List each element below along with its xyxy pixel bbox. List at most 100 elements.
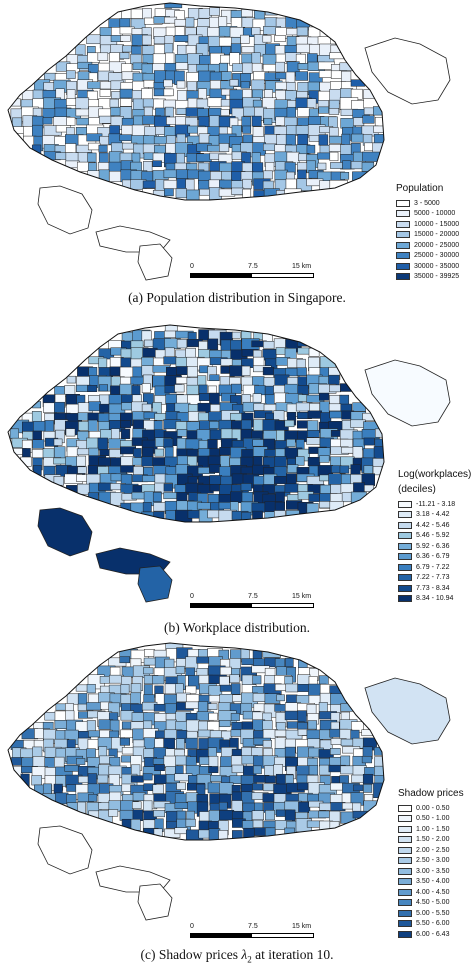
map-zone — [362, 115, 375, 124]
map-zone — [131, 45, 142, 55]
map-zone — [273, 385, 286, 394]
map-zone — [164, 325, 178, 332]
map-zone — [209, 484, 221, 492]
legend-rows: -11.21 - 3.18 3.18 - 4.42 4.42 - 5.46 5.46 … — [398, 499, 471, 604]
map-zone — [77, 466, 87, 474]
map-zone — [251, 62, 263, 73]
map-zone — [174, 384, 185, 393]
map-zone — [231, 331, 241, 339]
map-zone — [295, 811, 308, 820]
legend-swatch — [398, 563, 412, 571]
legend-swatch — [398, 857, 412, 865]
map-zone — [174, 26, 185, 37]
legend-label: 1.00 - 1.50 — [416, 825, 450, 833]
map-zone — [285, 134, 296, 146]
map-zone — [152, 675, 165, 685]
offshore-island — [364, 677, 451, 745]
map-zone — [219, 809, 235, 821]
map-zone — [176, 339, 188, 349]
map-zone — [175, 169, 189, 180]
map-zone — [309, 403, 320, 412]
map-zone — [374, 756, 384, 767]
map-zone — [209, 374, 220, 382]
map-zone — [262, 35, 272, 43]
map-zone — [143, 667, 154, 675]
map-zone — [231, 764, 244, 774]
map-zone — [185, 17, 195, 28]
map-zone — [361, 729, 378, 737]
legend-swatch — [398, 532, 412, 540]
legend-item: 20000 - 25000 — [396, 240, 459, 251]
map-zone — [241, 365, 251, 376]
map-zone — [209, 171, 224, 182]
map-zone — [364, 142, 375, 152]
legend-swatch — [398, 595, 412, 603]
map-zone — [340, 703, 359, 712]
population-map — [7, 2, 451, 281]
scale-bar: 0 7.5 15 km — [190, 923, 314, 938]
map-zone — [119, 88, 133, 99]
map-zone — [54, 98, 68, 109]
map-zone — [109, 52, 120, 63]
map-zone — [163, 438, 174, 449]
map-zone — [120, 420, 131, 429]
map-zone — [165, 106, 174, 118]
map-zone — [165, 719, 177, 731]
map-zone — [185, 737, 198, 749]
legend-item: 5.50 - 6.00 — [398, 919, 464, 930]
map-main-island — [7, 324, 385, 523]
legend-label: 0.00 - 0.50 — [416, 804, 450, 812]
legend-label: 5000 - 10000 — [414, 210, 456, 218]
map-zone — [185, 178, 195, 192]
map-zone — [251, 810, 264, 821]
map-zone — [363, 465, 374, 474]
map-zone — [219, 782, 234, 796]
legend-label: 8.34 - 10.94 — [416, 595, 454, 603]
legend-swatch — [398, 521, 412, 529]
map-zone — [252, 89, 264, 99]
map-zone — [318, 70, 332, 78]
map-zone — [285, 71, 296, 84]
map-zone — [119, 52, 130, 60]
legend-item: 5.92 - 6.36 — [398, 541, 471, 552]
map-zone — [328, 108, 340, 115]
map-zone — [342, 160, 352, 170]
map-zone — [87, 419, 98, 433]
map-zone — [330, 748, 341, 755]
legend-label: 6.00 - 6.43 — [416, 930, 450, 938]
offshore-island — [37, 507, 93, 557]
map-zone — [154, 448, 165, 457]
map-zone — [339, 62, 353, 71]
map-zone — [9, 428, 19, 440]
map-zone — [340, 172, 350, 180]
map-zone — [120, 729, 133, 739]
map-zone — [143, 79, 155, 88]
legend-label: 6.79 - 7.22 — [416, 563, 450, 571]
map-offshore-islands — [37, 37, 451, 281]
map-zone — [86, 720, 96, 733]
scale-label-mid: 7.5 — [248, 593, 258, 600]
scale-label-end: 15 km — [292, 593, 312, 600]
legend-swatch — [398, 574, 412, 582]
map-zone — [218, 62, 228, 72]
workplace-legend: Log(workplaces) (deciles) -11.21 - 3.18 3… — [398, 469, 471, 604]
map-zone — [165, 52, 175, 65]
legend-label: 4.50 - 5.00 — [416, 899, 450, 907]
legend-label: 7.73 - 8.34 — [416, 584, 450, 592]
map-zone — [164, 330, 178, 338]
panel-population: Population 3 - 5000 5000 - 10000 10000 - 1… — [0, 0, 474, 310]
map-zone — [276, 694, 285, 702]
map-zone — [231, 784, 241, 793]
map-zone — [64, 765, 80, 772]
legend-item: 5.46 - 5.92 — [398, 531, 471, 542]
scale-label-mid: 7.5 — [248, 923, 258, 930]
map-zone — [119, 809, 134, 821]
map-zone — [296, 91, 308, 99]
legend-swatch — [398, 930, 412, 938]
map-zone — [32, 439, 45, 449]
map-zone — [86, 702, 102, 711]
map-zone — [361, 756, 373, 764]
map-zone — [120, 98, 132, 107]
map-zone — [263, 117, 273, 126]
caption-c-symbol: λ — [241, 947, 248, 962]
